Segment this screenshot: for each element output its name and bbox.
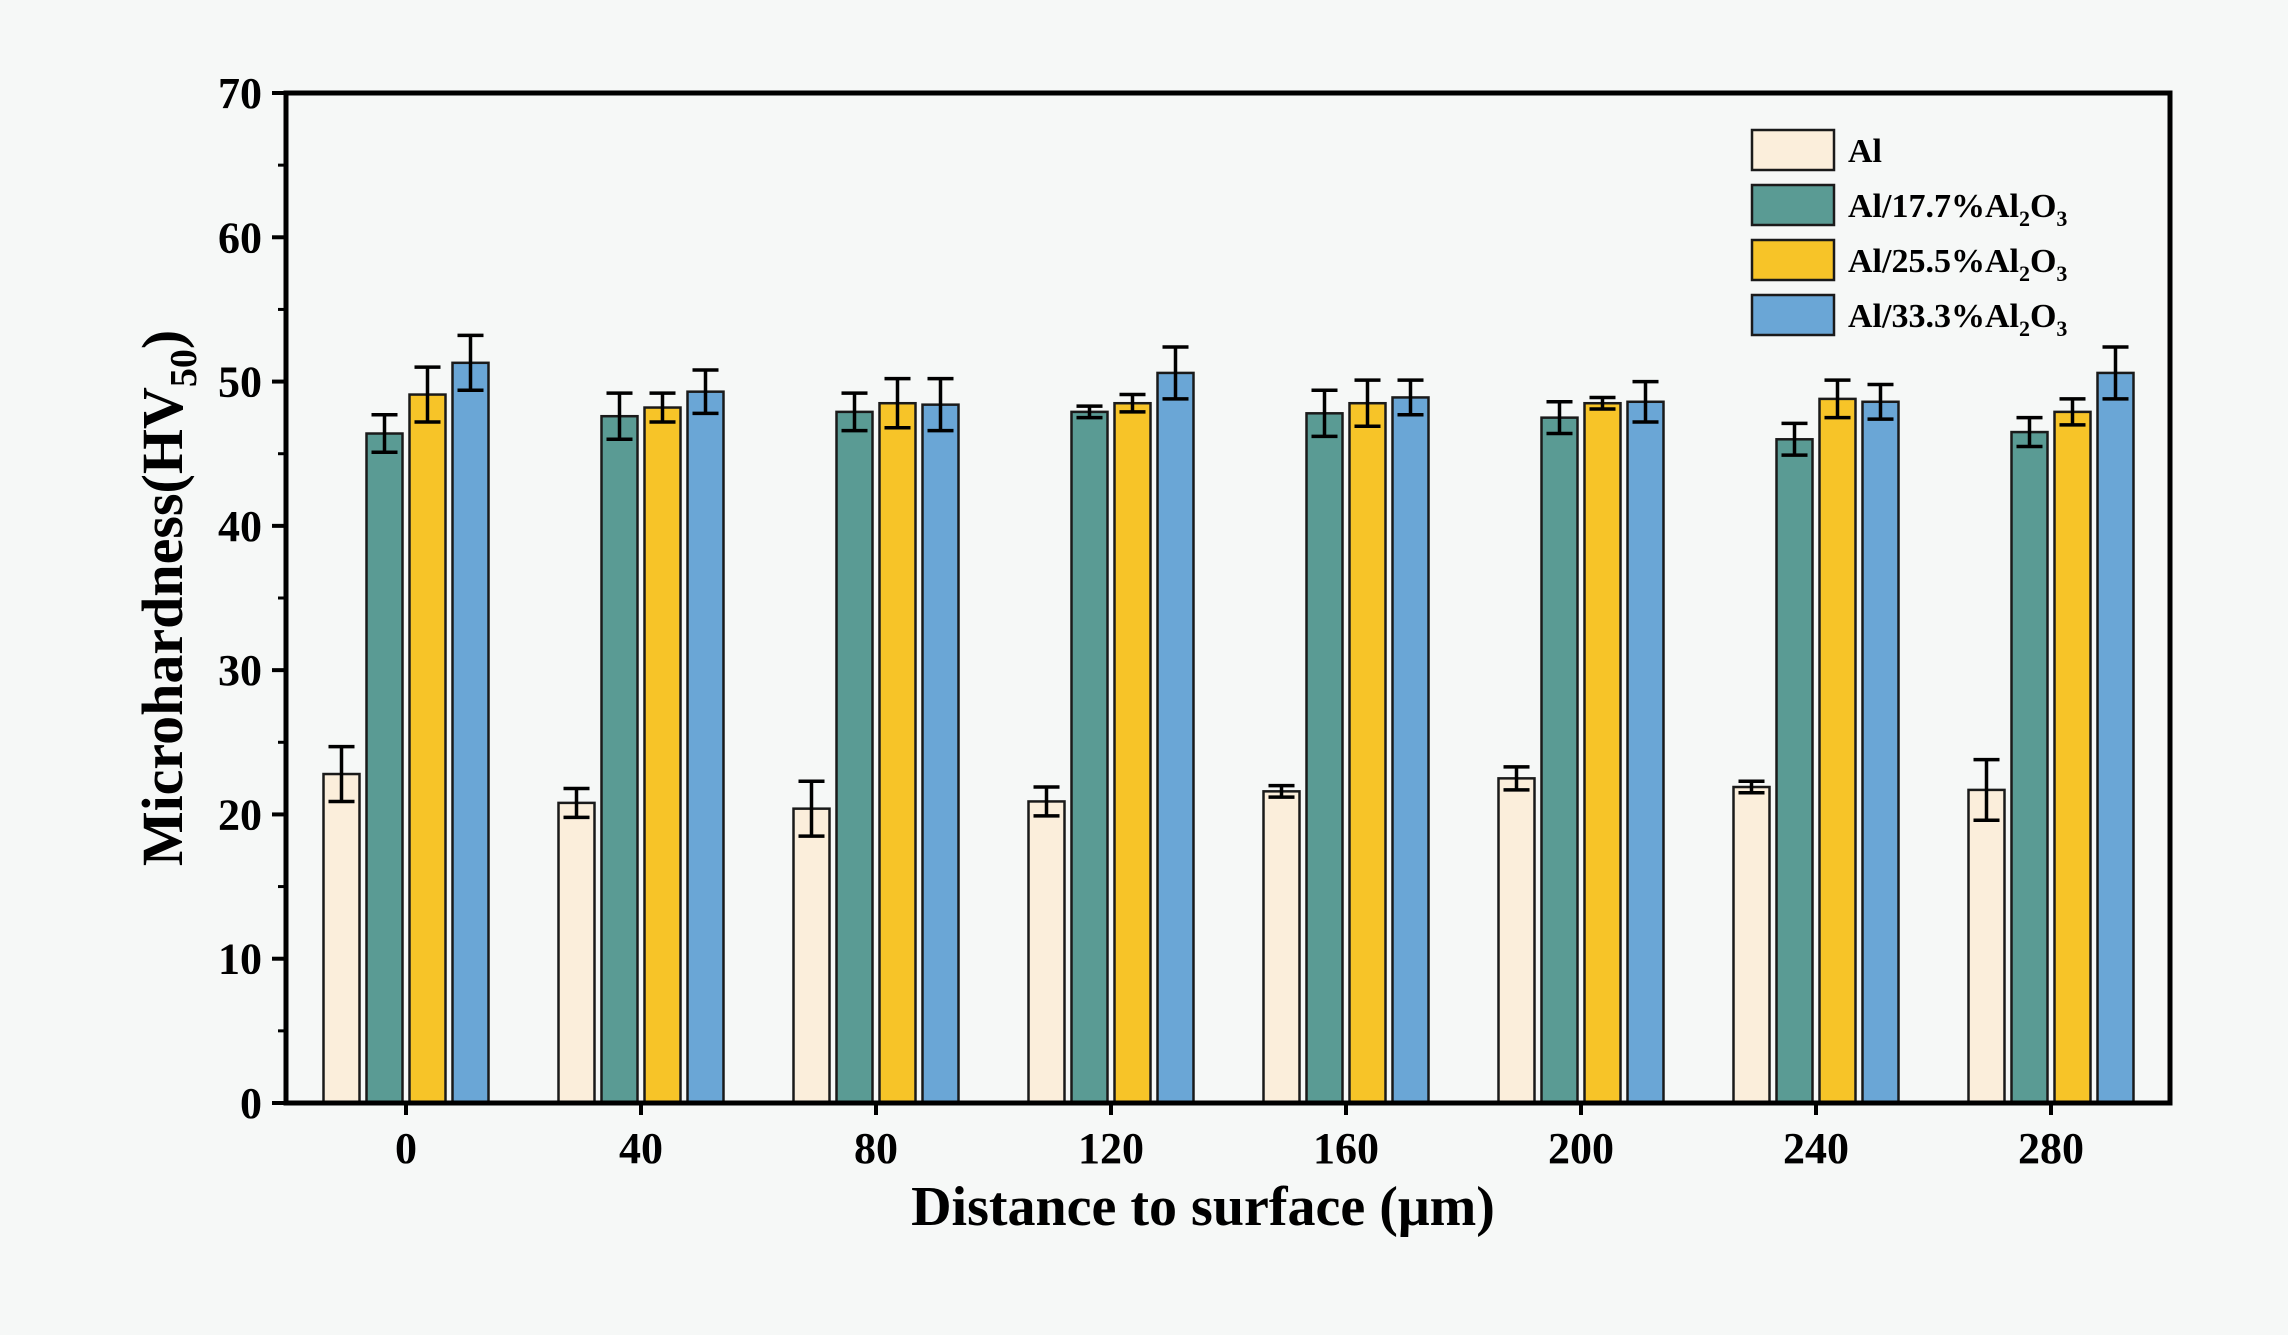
bar-2-240 (1775, 438, 1814, 1105)
bar-1-280 (1967, 788, 2006, 1105)
bar-3-200 (1583, 401, 1622, 1105)
legend-label-end: O (2030, 188, 2056, 225)
y-tick-label-0: 0 (240, 1079, 262, 1128)
x-tick-label-120: 120 (1078, 1124, 1144, 1173)
bar-3-120 (1113, 401, 1152, 1105)
legend-label-main: Al/33.3%Al (1848, 298, 2019, 335)
y-axis: 0 10 20 30 40 50 60 70 (218, 69, 286, 1128)
bar-2-280 (2010, 430, 2049, 1105)
bar-4-280 (2096, 371, 2135, 1105)
bar-2-200 (1540, 416, 1579, 1105)
bar-3-0 (408, 393, 447, 1105)
bar-1-120 (1027, 800, 1066, 1105)
bar-2-40 (600, 414, 639, 1105)
legend-label-sub2: 3 (2056, 261, 2067, 286)
legend-label-sub: 2 (2019, 261, 2030, 286)
legend: AlAl/17.7%Al2O3Al/25.5%Al2O3Al/33.3%Al2O… (1750, 128, 2067, 341)
y-tick-label-70: 70 (218, 69, 262, 118)
y-tick-label-50: 50 (218, 358, 262, 407)
legend-label-sub2: 3 (2056, 206, 2067, 231)
x-tick-label-0: 0 (395, 1124, 417, 1173)
x-axis: 0 40 80 120 160 200 240 280 (395, 1103, 2084, 1173)
y-tick-label-10: 10 (218, 935, 262, 984)
legend-label-sub2: 3 (2056, 316, 2067, 341)
bar-4-0 (451, 361, 490, 1105)
legend-label-2: Al/17.7%Al2O3 (1848, 188, 2067, 231)
y-axis-label: Microhardness(HV50) (130, 330, 205, 866)
x-tick-label-200: 200 (1548, 1124, 1614, 1173)
bar-4-240 (1861, 400, 1900, 1105)
bar-1-200 (1497, 777, 1536, 1105)
legend-label-end: O (2030, 243, 2056, 280)
legend-label-sub: 2 (2019, 316, 2030, 341)
bar-4-40 (686, 390, 725, 1105)
bar-2-160 (1305, 412, 1344, 1105)
bar-4-200 (1626, 400, 1665, 1105)
x-axis-label: Distance to surface (μm) (911, 1176, 1495, 1238)
x-tick-label-280: 280 (2018, 1124, 2084, 1173)
legend-swatch-2 (1750, 183, 1836, 227)
x-tick-label-80: 80 (854, 1124, 898, 1173)
bar-1-40 (557, 801, 596, 1105)
legend-swatch-4 (1750, 293, 1836, 337)
bar-3-160 (1348, 401, 1387, 1105)
bars-layer (322, 361, 2135, 1105)
bar-2-0 (365, 432, 404, 1105)
bar-3-280 (2053, 410, 2092, 1105)
bar-4-80 (921, 403, 960, 1105)
bar-3-240 (1818, 397, 1857, 1105)
bar-4-160 (1391, 396, 1430, 1105)
bar-3-80 (878, 401, 917, 1105)
x-tick-label-240: 240 (1783, 1124, 1849, 1173)
legend-swatch-1 (1750, 128, 1836, 172)
y-tick-label-30: 30 (218, 646, 262, 695)
bar-1-240 (1732, 785, 1771, 1105)
x-tick-label-40: 40 (619, 1124, 663, 1173)
bar-4-120 (1156, 371, 1195, 1105)
legend-label-4: Al/33.3%Al2O3 (1848, 298, 2067, 341)
bar-1-160 (1262, 790, 1301, 1105)
legend-label-main: Al (1848, 133, 1882, 170)
legend-label-main: Al/17.7%Al (1848, 188, 2019, 225)
y-axis-label-subscript: 50 (163, 349, 205, 387)
y-tick-label-40: 40 (218, 502, 262, 551)
legend-label-end: O (2030, 298, 2056, 335)
bar-2-120 (1070, 410, 1109, 1105)
y-axis-label-main: Microhardness(HV (130, 387, 195, 866)
bar-3-40 (643, 406, 682, 1105)
legend-swatch-3 (1750, 238, 1836, 282)
x-tick-label-160: 160 (1313, 1124, 1379, 1173)
y-tick-label-20: 20 (218, 790, 262, 839)
legend-label-3: Al/25.5%Al2O3 (1848, 243, 2067, 286)
legend-label-main: Al/25.5%Al (1848, 243, 2019, 280)
y-axis-label-close: ) (130, 330, 195, 349)
bar-1-80 (792, 807, 831, 1105)
bar-1-0 (322, 772, 361, 1105)
error-bars-layer (328, 333, 2129, 838)
bar-2-80 (835, 410, 874, 1105)
legend-label-1: Al (1848, 133, 1882, 170)
y-tick-label-60: 60 (218, 213, 262, 262)
legend-label-sub: 2 (2019, 206, 2030, 231)
